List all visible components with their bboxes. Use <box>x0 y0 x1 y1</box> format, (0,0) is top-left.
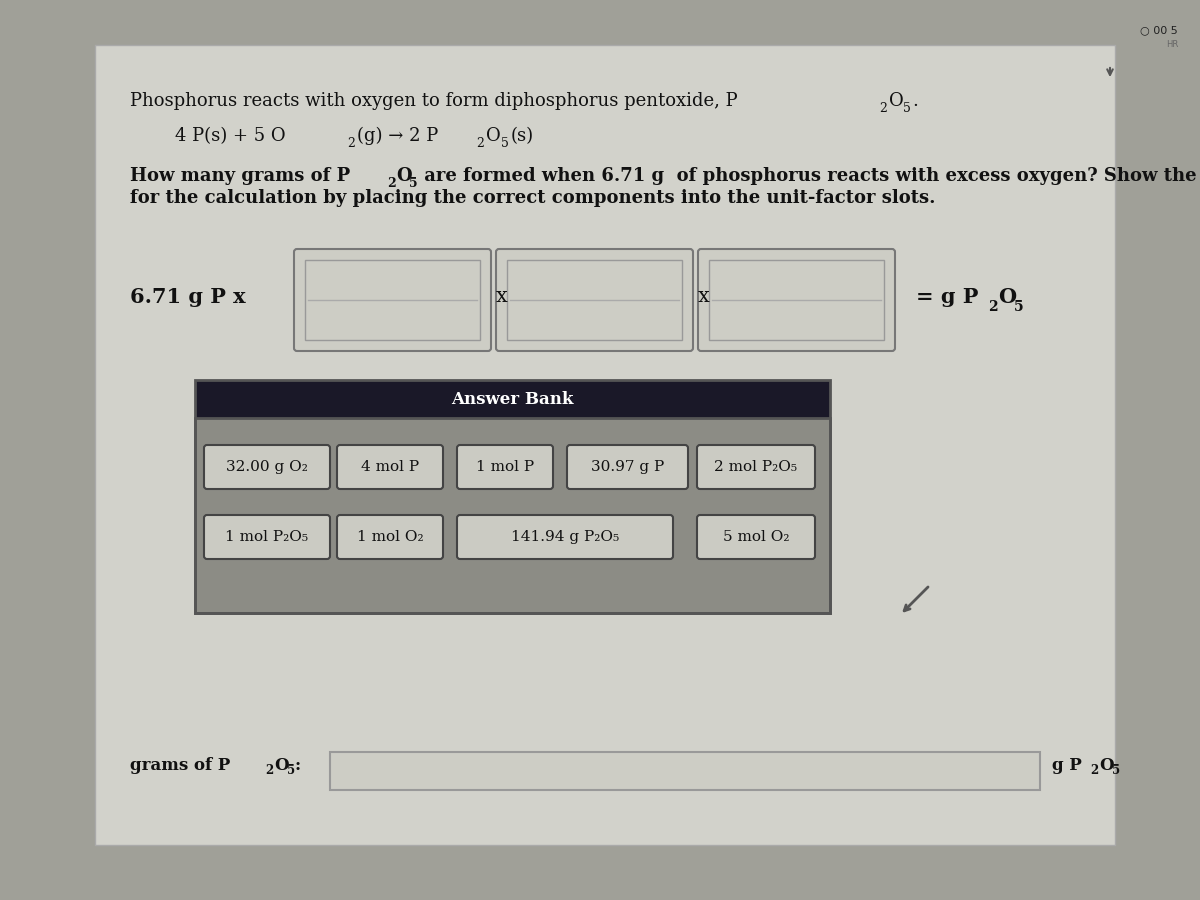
Text: O: O <box>889 92 904 110</box>
Text: 2: 2 <box>1090 764 1098 778</box>
Text: g P: g P <box>1052 757 1081 773</box>
FancyBboxPatch shape <box>457 445 553 489</box>
Text: 2: 2 <box>347 137 355 150</box>
Text: grams of P: grams of P <box>130 757 230 773</box>
Text: 30.97 g P: 30.97 g P <box>590 460 664 474</box>
Text: Answer Bank: Answer Bank <box>451 391 574 408</box>
Text: O: O <box>486 127 500 145</box>
FancyBboxPatch shape <box>697 445 815 489</box>
Text: How many grams of P: How many grams of P <box>130 167 350 185</box>
Text: 5: 5 <box>409 177 418 190</box>
Text: 5: 5 <box>287 764 295 778</box>
Text: 2 mol P₂O₅: 2 mol P₂O₅ <box>714 460 798 474</box>
Text: :: : <box>295 757 301 773</box>
Bar <box>95 45 1115 845</box>
Text: 32.00 g O₂: 32.00 g O₂ <box>226 460 308 474</box>
Text: 2: 2 <box>988 300 997 314</box>
FancyBboxPatch shape <box>337 445 443 489</box>
Text: 5: 5 <box>1014 300 1024 314</box>
Text: 6.71 g P x: 6.71 g P x <box>130 287 246 307</box>
Bar <box>709 260 884 340</box>
Text: O: O <box>998 287 1016 307</box>
Text: 2: 2 <box>265 764 274 778</box>
Text: 5: 5 <box>1112 764 1120 778</box>
Text: 2: 2 <box>878 102 887 115</box>
Text: 5 mol O₂: 5 mol O₂ <box>722 530 790 544</box>
Text: for the calculation by placing the correct components into the unit-factor slots: for the calculation by placing the corre… <box>130 189 936 207</box>
Text: O: O <box>1099 757 1114 773</box>
Text: 4 mol P: 4 mol P <box>361 460 419 474</box>
Text: (s): (s) <box>511 127 534 145</box>
Text: = g P: = g P <box>916 287 978 307</box>
Text: O: O <box>396 167 412 185</box>
Text: 2: 2 <box>386 177 396 190</box>
Text: are formed when 6.71 g  of phosphorus reacts with excess oxygen? Show the unit a: are formed when 6.71 g of phosphorus rea… <box>418 167 1200 185</box>
FancyBboxPatch shape <box>457 515 673 559</box>
FancyBboxPatch shape <box>698 249 895 351</box>
Text: x: x <box>496 287 508 307</box>
Text: x: x <box>698 287 709 307</box>
FancyBboxPatch shape <box>697 515 815 559</box>
Text: .: . <box>912 92 918 110</box>
FancyBboxPatch shape <box>204 515 330 559</box>
Text: 2: 2 <box>476 137 484 150</box>
Text: ○ 00 5: ○ 00 5 <box>1140 25 1178 35</box>
Text: 5: 5 <box>904 102 911 115</box>
FancyBboxPatch shape <box>568 445 688 489</box>
FancyBboxPatch shape <box>496 249 694 351</box>
Text: (g) → 2 P: (g) → 2 P <box>358 127 438 145</box>
Bar <box>194 418 830 613</box>
Bar <box>508 260 682 340</box>
Text: O: O <box>274 757 289 773</box>
Bar <box>194 380 830 613</box>
FancyBboxPatch shape <box>294 249 491 351</box>
Text: 1 mol P: 1 mol P <box>476 460 534 474</box>
Bar <box>305 260 480 340</box>
Bar <box>194 380 830 418</box>
Text: 5: 5 <box>502 137 509 150</box>
Text: HR: HR <box>1165 40 1178 49</box>
FancyBboxPatch shape <box>337 515 443 559</box>
Text: 1 mol O₂: 1 mol O₂ <box>356 530 424 544</box>
Text: 4 P(s) + 5 O: 4 P(s) + 5 O <box>175 127 286 145</box>
Text: 141.94 g P₂O₅: 141.94 g P₂O₅ <box>511 530 619 544</box>
FancyBboxPatch shape <box>204 445 330 489</box>
Text: 1 mol P₂O₅: 1 mol P₂O₅ <box>226 530 308 544</box>
Text: Phosphorus reacts with oxygen to form diphosphorus pentoxide, P: Phosphorus reacts with oxygen to form di… <box>130 92 738 110</box>
Bar <box>330 752 1040 790</box>
